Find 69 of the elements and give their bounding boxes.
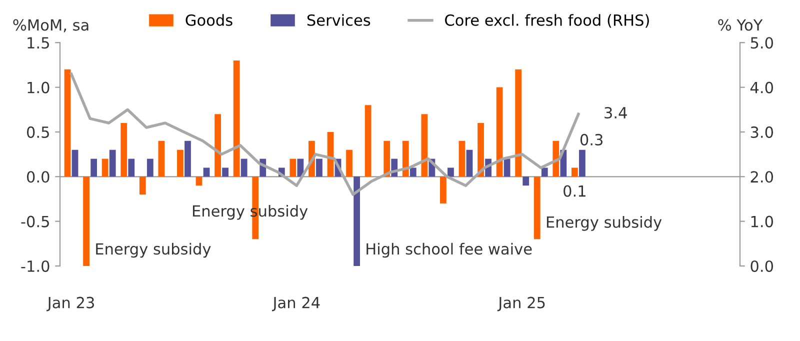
bar (421, 114, 428, 177)
bar (128, 158, 135, 177)
bar (496, 87, 503, 177)
y2-axis-title: % YoY (718, 19, 763, 31)
bar (384, 140, 390, 177)
bar (109, 150, 116, 177)
bar (579, 150, 586, 177)
bar (541, 168, 548, 177)
bar (346, 150, 352, 177)
x-tick-label: Jan 24 (272, 296, 320, 312)
y2-tick-label: 1.0 (751, 216, 774, 228)
bar (203, 168, 210, 177)
y-tick-label: 0.0 (26, 171, 50, 183)
legend-label: Core excl. fresh food (RHS) (445, 14, 649, 28)
bar (504, 158, 510, 177)
y-tick-label: -0.5 (21, 216, 49, 228)
legend-label: Services (307, 14, 370, 26)
bar (448, 168, 454, 177)
data-label: 0.3 (580, 134, 603, 146)
x-tick-label: Jan 23 (46, 296, 94, 312)
y2-tick-label: 2.0 (750, 171, 774, 183)
bar (214, 114, 221, 177)
y-axis-title: %MoM, sa (13, 19, 88, 32)
y-tick-label: 1.0 (28, 82, 50, 94)
bar (90, 158, 98, 177)
x-tick-label: Jan 25 (497, 296, 545, 312)
bar (72, 150, 78, 177)
bar (552, 140, 560, 177)
legend-label: Goods (186, 14, 232, 26)
bar (139, 176, 146, 195)
bar (83, 176, 90, 266)
y-tick-label: -1.0 (21, 260, 50, 272)
bar (478, 123, 484, 177)
y2-tick-label: 4.0 (750, 82, 774, 94)
bar (364, 105, 372, 177)
bar (466, 150, 473, 177)
annotation: High school fee waive (366, 242, 532, 258)
y2-tick-label: 5.0 (750, 37, 774, 49)
bar (196, 176, 202, 186)
bar (402, 140, 409, 177)
bar (120, 123, 128, 177)
bar (515, 69, 522, 177)
bar (64, 69, 71, 177)
bar (440, 176, 446, 204)
bar (354, 176, 360, 266)
bar (177, 150, 184, 177)
bar (146, 158, 154, 177)
bar (233, 60, 240, 177)
y2-tick-label: 0.0 (750, 260, 774, 272)
bar (158, 140, 165, 177)
bar (410, 168, 416, 177)
data-label: 0.1 (564, 185, 586, 197)
y2-tick-label: 3.0 (750, 126, 774, 138)
bar (534, 176, 540, 240)
data-label: 3.4 (604, 106, 627, 119)
bar (522, 176, 530, 186)
y-tick-label: 1.5 (28, 37, 49, 49)
bar (222, 168, 228, 177)
bar (572, 168, 578, 177)
bar (240, 158, 248, 177)
y-tick-label: 0.5 (26, 126, 49, 138)
bar (297, 158, 304, 177)
bar (184, 140, 191, 177)
bar (102, 158, 108, 177)
annotation: Energy subsidy (546, 216, 662, 231)
annotation: Energy subsidy (96, 242, 211, 258)
bar (316, 158, 322, 177)
bar (458, 140, 466, 177)
bar (290, 158, 296, 177)
